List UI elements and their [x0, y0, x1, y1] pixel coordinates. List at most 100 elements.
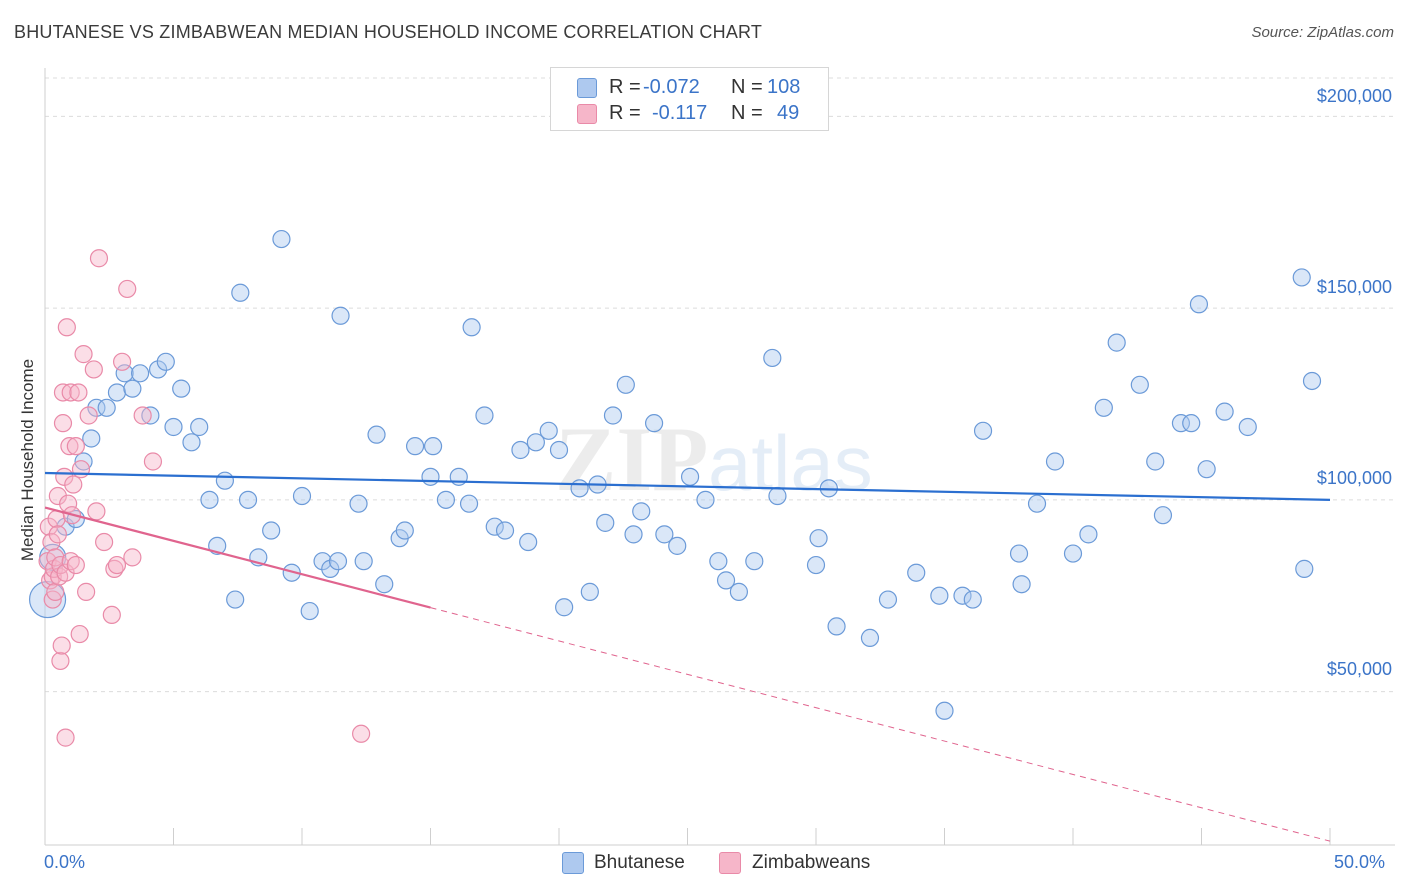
data-point [300, 601, 319, 621]
data-point [745, 552, 764, 571]
data-point [1171, 414, 1191, 433]
axes [44, 68, 1395, 846]
data-point [1012, 575, 1031, 594]
data-point [28, 580, 67, 619]
data-point [421, 467, 440, 486]
data-point [768, 486, 787, 506]
y-axis-label: Median Household Income [18, 358, 37, 562]
data-point [511, 440, 530, 460]
data-point [519, 532, 538, 552]
legend-n-label: N = [731, 76, 763, 98]
gridlines [45, 77, 1395, 693]
data-point [935, 701, 954, 720]
data-point [1295, 559, 1314, 578]
legend-label: Zimbabweans [752, 852, 871, 873]
data-point [82, 429, 101, 448]
data-point [963, 590, 982, 609]
data-point [69, 383, 88, 402]
data-point [375, 575, 394, 594]
data-point [1027, 494, 1047, 513]
data-point [1197, 460, 1216, 479]
data-point [51, 651, 70, 671]
data-point [328, 552, 348, 571]
data-point [716, 571, 736, 590]
data-point [349, 494, 368, 513]
data-point [709, 552, 728, 571]
data-point [321, 559, 340, 578]
trend-line-extension-pink [430, 607, 1331, 842]
data-point [74, 345, 93, 364]
data-point [1238, 417, 1257, 437]
data-point [87, 398, 106, 417]
data-point [495, 521, 515, 540]
data-point [182, 433, 201, 452]
data-point [596, 513, 615, 532]
data-point [860, 628, 880, 648]
data-point [115, 364, 134, 383]
data-point [555, 598, 574, 617]
trend-line-pink [44, 506, 431, 609]
data-point [405, 437, 425, 456]
data-point [148, 360, 168, 379]
data-point [59, 494, 78, 513]
data-point [1079, 525, 1098, 544]
data-point [52, 636, 71, 655]
data-point [313, 552, 332, 571]
y-tick-label: $150,000 [1316, 277, 1392, 297]
data-point [1130, 375, 1149, 394]
series-zimbabweans [38, 249, 371, 747]
data-point [624, 525, 643, 544]
legend-r-value: -0.117 [652, 102, 708, 124]
data-point [1302, 371, 1322, 391]
legend-n-label: N = [731, 102, 763, 124]
data-point [1189, 295, 1209, 314]
data-point [56, 563, 75, 582]
data-point [292, 486, 312, 506]
legend-row-zimbabweans: R = -0.117 N = 49 [551, 102, 828, 128]
x-tick-label-max: 50.0% [1334, 852, 1386, 872]
data-point [89, 249, 109, 268]
data-point [200, 490, 219, 509]
watermark-zip: ZIP [555, 408, 708, 510]
data-point [475, 406, 494, 425]
data-point [48, 525, 67, 544]
data-point [172, 379, 191, 398]
data-point [632, 502, 651, 521]
data-point [1146, 452, 1165, 471]
data-point [580, 582, 599, 601]
data-point [123, 379, 142, 398]
data-point [141, 406, 160, 425]
data-point [603, 406, 623, 425]
data-point [331, 306, 350, 325]
data-point [95, 532, 114, 552]
legend-swatch-blue [577, 78, 597, 98]
data-point [1153, 506, 1173, 525]
data-point [272, 229, 291, 249]
data-point [66, 437, 85, 456]
data-point [238, 490, 258, 509]
data-point [107, 555, 127, 575]
data-point [1063, 544, 1083, 563]
data-point [64, 475, 83, 494]
y-tick-label: $100,000 [1316, 468, 1392, 488]
source-label: Source: ZipAtlas.com [1251, 24, 1394, 41]
legend-n-value: 49 [777, 102, 800, 124]
data-point [352, 724, 371, 743]
stats-legend: R = -0.072 N = 108 R = -0.117 N = 49 [550, 67, 829, 131]
legend-row-bhutanese: R = -0.072 N = 108 [551, 76, 828, 102]
data-point [570, 479, 589, 498]
data-point [71, 460, 91, 479]
data-point [763, 348, 782, 368]
data-point [156, 352, 175, 371]
data-point [262, 521, 281, 540]
data-point [485, 517, 504, 536]
data-point [1215, 402, 1234, 421]
data-point [87, 502, 106, 521]
data-point [46, 582, 65, 601]
data-point [367, 425, 386, 444]
data-point [696, 490, 715, 509]
data-point [953, 586, 972, 605]
data-point [143, 452, 163, 471]
data-point [827, 617, 846, 636]
data-point [57, 318, 76, 337]
